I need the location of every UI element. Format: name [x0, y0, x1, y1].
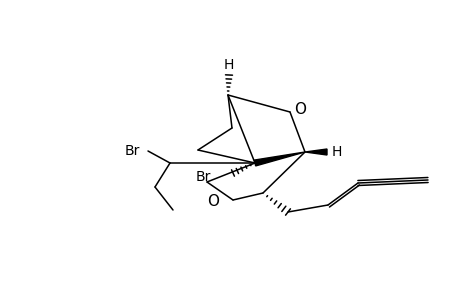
Text: Br: Br: [124, 144, 140, 158]
Text: H: H: [224, 58, 234, 72]
Polygon shape: [254, 152, 304, 166]
Text: O: O: [293, 101, 305, 116]
Text: Br: Br: [195, 170, 210, 184]
Polygon shape: [304, 149, 326, 155]
Text: H: H: [331, 145, 341, 159]
Text: O: O: [207, 194, 218, 208]
